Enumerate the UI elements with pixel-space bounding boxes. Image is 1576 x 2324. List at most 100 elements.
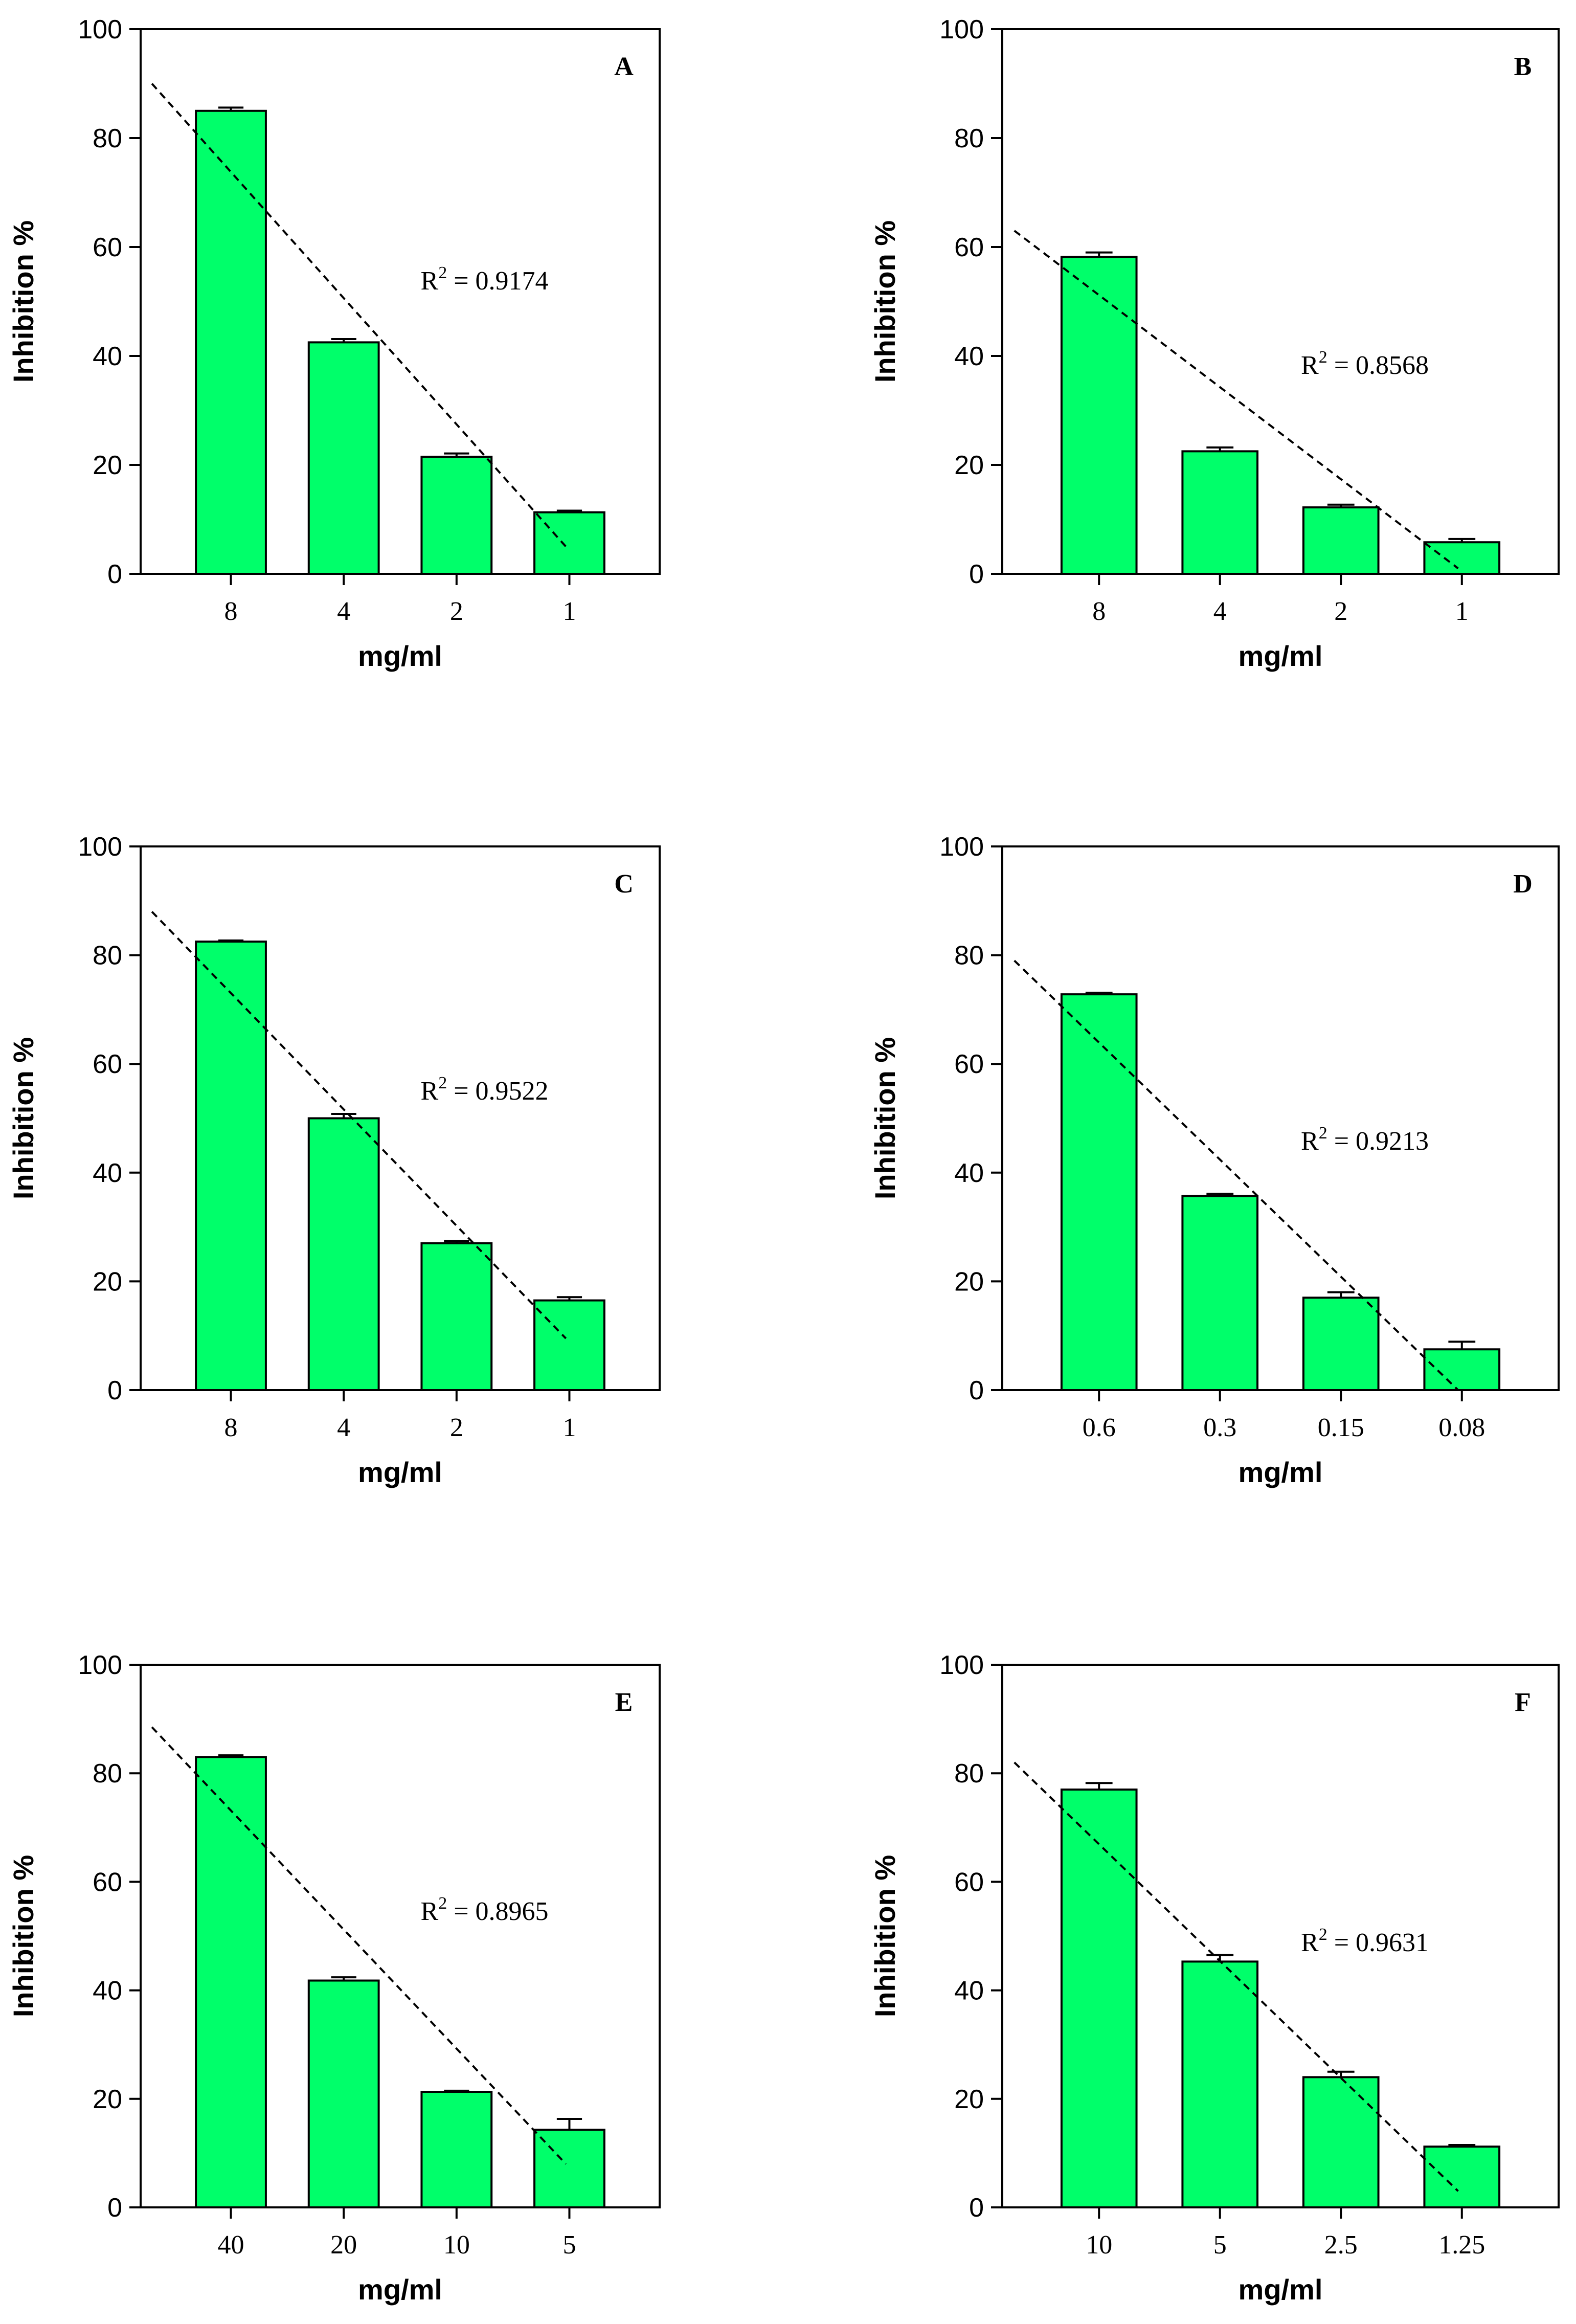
bar [533, 511, 605, 575]
x-tick-label: 8 [224, 1413, 238, 1442]
chart-panel-e: 0 20 40 60 80 100 40 20 10 5 R2 = 0.8965 Emg/ml Inhi… [7, 1650, 661, 2306]
r-squared-label: R2 = 0.9213 [1301, 1124, 1429, 1156]
x-tick-label: 0.15 [1318, 1413, 1364, 1442]
y-tick-label: 60 [954, 1049, 984, 1079]
x-tick-label: 0.3 [1203, 1413, 1236, 1442]
x-axis-title: mg/ml [358, 1456, 442, 1488]
bar [307, 1979, 380, 2208]
y-tick-label: 100 [78, 832, 122, 862]
y-axis-title: Inhibition % [869, 1855, 901, 2017]
x-axis-title: mg/ml [1239, 2273, 1323, 2306]
bar [1423, 541, 1501, 575]
chart-panel-f: 0 20 40 60 80 100 10 5 2.5 1.25 R2 = 0.9631 Fmg/ml I… [869, 1650, 1560, 2306]
y-axis-title: Inhibition % [7, 220, 39, 383]
chart-panel-c: 0 20 40 60 80 100 8 4 2 1 R2 = 0.9522 Cmg/ml Inhibit… [7, 832, 661, 1488]
panel-letter: E [615, 1688, 633, 1717]
plot-frame [1001, 1664, 1560, 2208]
y-tick-label: 20 [954, 451, 984, 480]
plot-frame [140, 1664, 661, 2208]
y-axis-title: Inhibition % [7, 1037, 39, 1199]
y-tick-label: 20 [954, 1267, 984, 1297]
bar [1060, 993, 1138, 1391]
x-tick-label: 8 [224, 597, 238, 626]
y-tick-label: 60 [954, 1867, 984, 1897]
x-tick-label: 1.25 [1438, 2230, 1485, 2260]
trend-line [1014, 959, 1459, 1391]
bar [1302, 2076, 1380, 2209]
y-tick-label: 20 [93, 451, 122, 480]
x-axis-title: mg/ml [1239, 640, 1323, 672]
plot-frame [1001, 845, 1560, 1391]
x-tick-label: 10 [443, 2230, 470, 2260]
x-tick-label: 5 [562, 2230, 576, 2260]
bar [307, 341, 380, 575]
y-tick-label: 40 [954, 1158, 984, 1188]
x-axis-title: mg/ml [358, 2273, 442, 2306]
x-tick-label: 4 [337, 1413, 350, 1442]
y-axis-title: Inhibition % [869, 1037, 901, 1199]
bar [1423, 2146, 1501, 2208]
bar [420, 1242, 493, 1391]
x-axis-title: mg/ml [1239, 1456, 1323, 1488]
y-tick-label: 0 [969, 1376, 984, 1405]
bar [1181, 1960, 1259, 2208]
plot-frame [140, 845, 661, 1391]
y-tick-label: 80 [954, 1759, 984, 1789]
x-tick-label: 2 [1334, 597, 1347, 626]
y-tick-label: 20 [93, 2085, 122, 2114]
y-tick-label: 40 [93, 1158, 122, 1188]
x-tick-label: 2 [450, 1413, 463, 1442]
panel-letter: F [1515, 1688, 1531, 1717]
trend-line [1014, 1761, 1459, 2192]
bar [1302, 1297, 1380, 1392]
bar [1060, 256, 1138, 575]
y-tick-label: 60 [93, 1049, 122, 1079]
x-tick-label: 1 [1455, 597, 1469, 626]
y-tick-label: 0 [107, 1376, 122, 1405]
x-tick-label: 1 [562, 597, 576, 626]
y-tick-label: 80 [93, 941, 122, 971]
y-tick-label: 40 [93, 342, 122, 371]
y-tick-label: 60 [93, 233, 122, 262]
r-squared-label: R2 = 0.8568 [1301, 348, 1429, 380]
trend-line [151, 911, 567, 1339]
panel-letter: B [1514, 52, 1532, 81]
bar [1423, 1348, 1501, 1391]
panel-letter: D [1513, 869, 1533, 899]
r-squared-label: R2 = 0.9174 [421, 263, 549, 296]
chart-panel-a: 0 20 40 60 80 100 8 4 2 1 R2 = 0.9174 Amg/ml Inhibit… [7, 15, 661, 672]
x-tick-label: 2 [450, 597, 463, 626]
y-tick-label: 100 [78, 15, 122, 44]
x-tick-label: 40 [218, 2230, 244, 2260]
chart-panel-d: 0 20 40 60 80 100 0.6 0.3 0.15 0.08 R2 = 0.9213 Dmg… [869, 832, 1560, 1488]
trend-line [151, 83, 567, 548]
x-tick-label: 10 [1086, 2230, 1112, 2260]
y-tick-label: 100 [939, 15, 984, 44]
bar [533, 1299, 605, 1391]
trend-line [1014, 230, 1459, 569]
x-tick-label: 0.6 [1083, 1413, 1116, 1442]
x-tick-label: 8 [1092, 597, 1106, 626]
y-axis-title: Inhibition % [7, 1855, 39, 2017]
y-tick-label: 20 [93, 1267, 122, 1297]
bar [1181, 450, 1259, 575]
y-tick-label: 40 [93, 1976, 122, 2006]
x-tick-label: 2.5 [1324, 2230, 1358, 2260]
y-tick-label: 80 [93, 124, 122, 153]
y-tick-label: 80 [954, 941, 984, 971]
trend-line [151, 1726, 567, 2165]
bar [195, 1756, 267, 2209]
r-squared-label: R2 = 0.9631 [1301, 1925, 1429, 1957]
bar [195, 941, 267, 1391]
x-tick-label: 20 [330, 2230, 357, 2260]
y-tick-label: 60 [954, 233, 984, 262]
y-tick-label: 0 [969, 560, 984, 589]
y-tick-label: 100 [78, 1650, 122, 1680]
x-tick-label: 4 [1213, 597, 1227, 626]
chart-panel-b: 0 20 40 60 80 100 8 4 2 1 R2 = 0.8568 Bmg/ml Inhibit… [869, 15, 1560, 672]
bar [195, 109, 267, 575]
plot-frame [140, 28, 661, 575]
y-tick-label: 0 [107, 560, 122, 589]
bar [1060, 1789, 1138, 2208]
